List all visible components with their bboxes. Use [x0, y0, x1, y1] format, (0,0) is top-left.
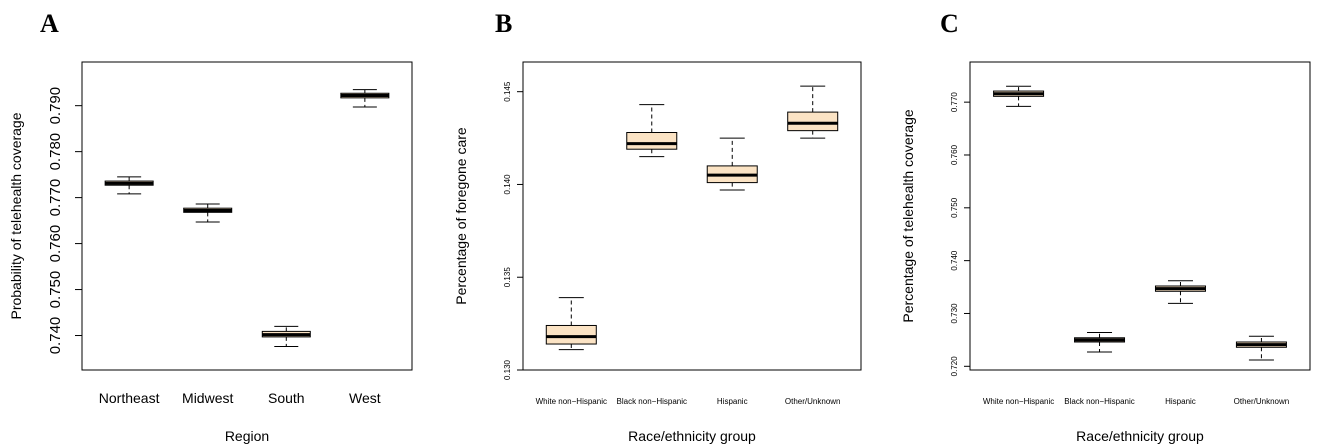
x-axis-title-b: Race/ethnicity group [628, 428, 756, 444]
x-tick-label: Northeast [99, 390, 160, 406]
y-tick-label: 0.135 [503, 267, 512, 288]
panel-letter-b: B [495, 9, 512, 38]
box [626, 132, 678, 150]
y-tick-label: 0.750 [950, 197, 959, 218]
x-tick-label: White non−Hispanic [536, 397, 607, 406]
x-tick-label: Black non−Hispanic [617, 397, 687, 406]
x-tick-label: Hispanic [717, 397, 748, 406]
panel-letter-a: A [40, 9, 59, 38]
x-tick-label: West [349, 390, 381, 406]
y-tick-label: 0.760 [47, 225, 64, 263]
box-group [626, 104, 678, 158]
box-group [1235, 335, 1287, 361]
x-tick-labels-c: White non−Hispanic Black non−Hispanic Hisp… [983, 397, 1289, 406]
y-tick-label: 0.730 [950, 303, 959, 324]
y-tick-label: 0.770 [47, 179, 64, 217]
y-ticks-b: 0.130 0.135 0.140 0.145 [503, 81, 523, 380]
y-tick-label: 0.790 [47, 87, 64, 125]
box [545, 324, 597, 345]
x-tick-labels-b: White non−Hispanic Black non−Hispanic Hisp… [536, 397, 841, 406]
y-ticks-c: 0.720 0.730 0.740 0.750 0.760 0.770 [950, 92, 970, 377]
y-tick-label: 0.145 [503, 81, 512, 102]
x-tick-label: Other/Unknown [785, 397, 841, 406]
y-tick-label: 0.740 [950, 250, 959, 271]
plot-frame-b [522, 61, 862, 371]
y-tick-label: 0.140 [503, 174, 512, 195]
boxes-a [104, 89, 390, 348]
y-ticks-a: 0.740 0.750 0.760 0.770 0.780 0.790 [47, 87, 82, 354]
y-axis-title-a: Probability of telehealth coverage [8, 112, 24, 319]
y-axis-title-c: Percentage of telehealth coverage [900, 109, 916, 322]
x-tick-labels-a: Northeast Midwest South West [99, 390, 381, 406]
box-group [104, 176, 154, 195]
box-group [340, 89, 390, 108]
x-axis-title-a: Region [225, 428, 269, 444]
y-tick-label: 0.130 [503, 359, 512, 380]
plot-frame-c [969, 61, 1311, 371]
x-tick-label: Other/Unknown [1234, 397, 1290, 406]
y-tick-label: 0.780 [47, 133, 64, 171]
x-tick-label: Midwest [182, 390, 233, 406]
x-tick-label: Hispanic [1165, 397, 1196, 406]
x-axis-title-c: Race/ethnicity group [1076, 428, 1204, 444]
x-tick-label: South [268, 390, 305, 406]
box-group [706, 137, 758, 191]
box [787, 111, 839, 132]
panel-a: A 0.740 0.750 0.760 0.770 0.780 0.790 Northea… [8, 9, 413, 444]
x-tick-label: White non−Hispanic [983, 397, 1054, 406]
plot-frame-a [81, 61, 413, 371]
y-tick-label: 0.770 [950, 92, 959, 113]
box-group [545, 297, 597, 351]
boxes-b [545, 85, 839, 351]
y-tick-label: 0.760 [950, 144, 959, 165]
box-group [787, 85, 839, 139]
panel-c: C 0.720 0.730 0.740 0.750 0.760 0.770 White n… [900, 9, 1311, 444]
box-group [1154, 280, 1206, 304]
y-tick-label: 0.740 [47, 317, 64, 355]
box-group [261, 325, 311, 348]
y-tick-label: 0.750 [47, 271, 64, 309]
x-tick-label: Black non−Hispanic [1064, 397, 1134, 406]
box-group [183, 203, 233, 223]
panel-b: B 0.130 0.135 0.140 0.145 White non−Hispani… [453, 9, 862, 444]
box-group [993, 85, 1045, 107]
y-axis-title-b: Percentage of foregone care [453, 127, 469, 305]
box-group [1074, 331, 1126, 353]
panel-letter-c: C [940, 9, 959, 38]
y-tick-label: 0.720 [950, 356, 959, 377]
boxes-c [993, 85, 1287, 361]
